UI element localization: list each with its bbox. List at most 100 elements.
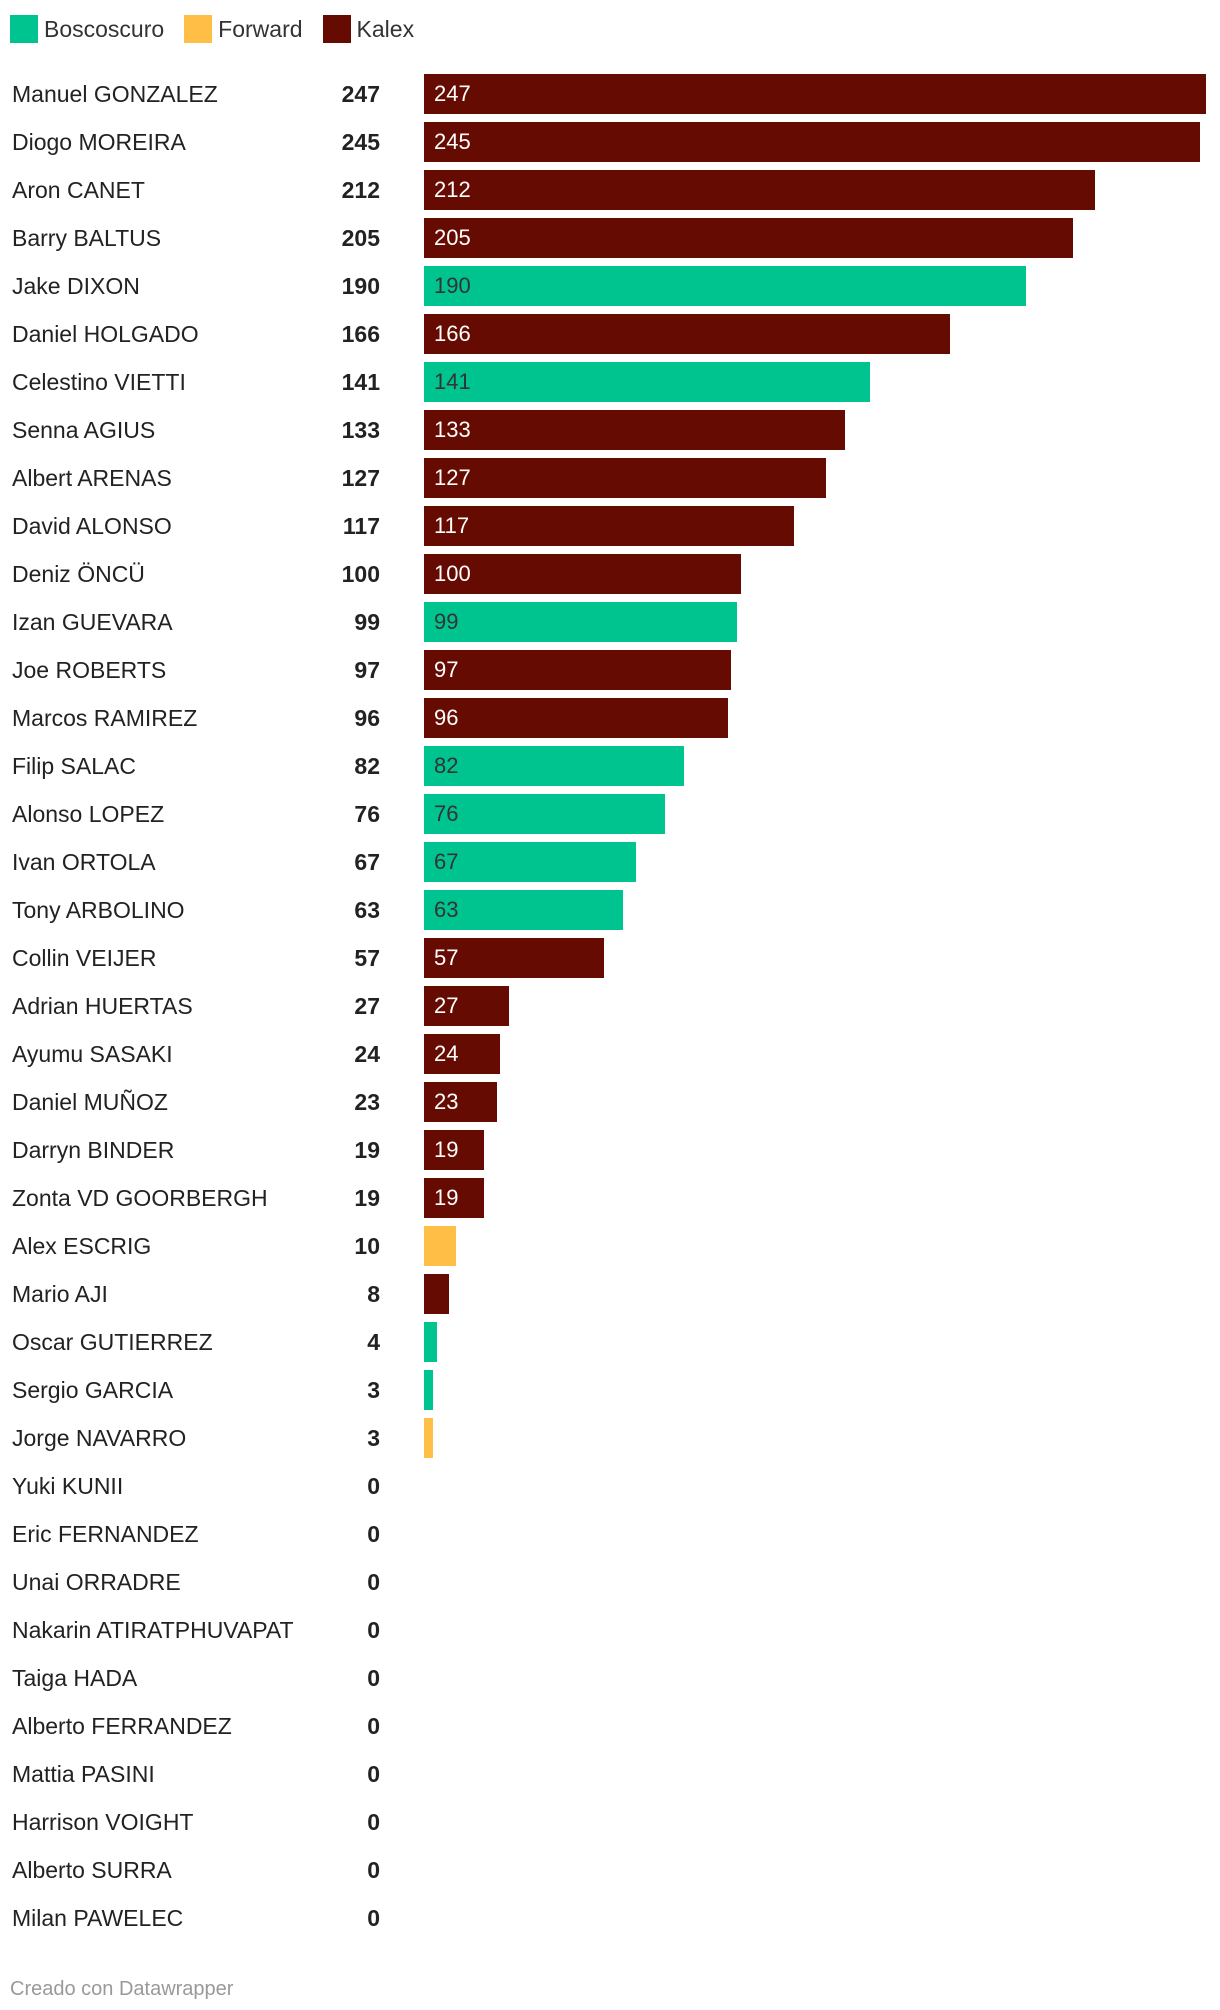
chart-row: Eric FERNANDEZ 0 <box>0 1510 1220 1558</box>
rider-name: Daniel HOLGADO <box>12 321 199 347</box>
rider-name: Diogo MOREIRA <box>12 129 186 155</box>
chart-row: Mattia PASINI 0 <box>0 1750 1220 1798</box>
rider-points: 24 <box>354 1041 380 1067</box>
bar-value-label: 97 <box>434 657 459 682</box>
bar-boscoscuro: 63 <box>424 890 624 930</box>
chart-row: Collin VEIJER 57 57 <box>0 934 1220 982</box>
chart-row: Darryn BINDER 19 19 <box>0 1126 1220 1174</box>
bar-value-label: 57 <box>434 945 459 970</box>
bar-value-label: 245 <box>434 129 471 154</box>
rider-name: Ayumu SASAKI <box>12 1041 173 1067</box>
bar-kalex: 19 <box>424 1130 485 1170</box>
bar-kalex: 212 <box>424 170 1096 210</box>
chart-row: Marcos RAMIREZ 96 96 <box>0 694 1220 742</box>
bar-value-label: 82 <box>434 753 459 778</box>
rider-name: Jorge NAVARRO <box>12 1425 187 1451</box>
bar-kalex: 166 <box>424 314 950 354</box>
bar-kalex: 100 <box>424 554 741 594</box>
bar-boscoscuro <box>424 1370 434 1410</box>
bar-value-label: 24 <box>434 1041 459 1066</box>
rider-name: Adrian HUERTAS <box>12 993 193 1019</box>
rider-points: 0 <box>367 1713 380 1739</box>
rider-points: 245 <box>341 129 380 155</box>
rider-points: 4 <box>367 1329 380 1355</box>
rider-points: 99 <box>354 609 380 635</box>
bar-kalex: 27 <box>424 986 510 1026</box>
bar-boscoscuro <box>424 1322 437 1362</box>
chart-row: Tony ARBOLINO 63 63 <box>0 886 1220 934</box>
chart-row: Nakarin ATIRATPHUVAPAT 0 <box>0 1606 1220 1654</box>
chart-row: Deniz ÖNCÜ 100 100 <box>0 550 1220 598</box>
bar-value-label: 76 <box>434 801 459 826</box>
bar-value-label: 127 <box>434 465 471 490</box>
rider-points: 27 <box>354 993 380 1019</box>
rider-name: Unai ORRADRE <box>12 1569 181 1595</box>
rider-name: Nakarin ATIRATPHUVAPAT <box>12 1617 294 1643</box>
rider-points: 127 <box>341 465 380 491</box>
bar-boscoscuro: 141 <box>424 362 871 402</box>
bar-value-label: 67 <box>434 849 459 874</box>
bar-value-label: 205 <box>434 225 471 250</box>
rider-points: 190 <box>341 273 380 299</box>
rider-points: 8 <box>367 1281 380 1307</box>
bar-kalex: 205 <box>424 218 1074 258</box>
chart-row: Filip SALAC 82 82 <box>0 742 1220 790</box>
chart-row: Jake DIXON 190 190 <box>0 262 1220 310</box>
rider-name: Sergio GARCIA <box>12 1377 174 1403</box>
bar-kalex: 133 <box>424 410 846 450</box>
chart-row: Senna AGIUS 133 133 <box>0 406 1220 454</box>
rider-points: 19 <box>354 1185 380 1211</box>
rider-name: Deniz ÖNCÜ <box>12 561 145 587</box>
rider-name: Alberto FERRANDEZ <box>12 1713 232 1739</box>
rider-name: Taiga HADA <box>12 1665 138 1691</box>
chart-row: Adrian HUERTAS 27 27 <box>0 982 1220 1030</box>
bar-kalex: 96 <box>424 698 728 738</box>
rider-points: 0 <box>367 1521 380 1547</box>
bar-value-label: 27 <box>434 993 459 1018</box>
rider-points: 0 <box>367 1761 380 1787</box>
bar-forward <box>424 1418 434 1458</box>
bar-boscoscuro: 67 <box>424 842 637 882</box>
chart-row: Mario AJI 8 <box>0 1270 1220 1318</box>
rider-points: 100 <box>341 561 380 587</box>
bar-kalex: 19 <box>424 1178 485 1218</box>
legend-swatch <box>322 15 351 43</box>
bar-value-label: 63 <box>434 897 459 922</box>
legend-item-forward: Forward <box>184 15 303 43</box>
bar-value-label: 23 <box>434 1089 459 1114</box>
rider-name: Celestino VIETTI <box>12 369 186 395</box>
rider-points: 19 <box>354 1137 380 1163</box>
bar-boscoscuro: 82 <box>424 746 684 786</box>
footer-credit: Creado con Datawrapper <box>10 1978 234 2000</box>
rider-name: Mattia PASINI <box>12 1761 155 1787</box>
rider-points: 63 <box>354 897 380 923</box>
rider-name: Barry BALTUS <box>12 225 162 251</box>
bar-value-label: 133 <box>434 417 471 442</box>
rider-name: Collin VEIJER <box>12 945 157 971</box>
bar-kalex: 97 <box>424 650 732 690</box>
chart-row: Ivan ORTOLA 67 67 <box>0 838 1220 886</box>
bar-forward <box>424 1226 456 1266</box>
rider-name: Jake DIXON <box>12 273 140 299</box>
rider-name: Eric FERNANDEZ <box>12 1521 199 1547</box>
chart-row: Unai ORRADRE 0 <box>0 1558 1220 1606</box>
rider-name: Darryn BINDER <box>12 1137 175 1163</box>
rider-points: 96 <box>354 705 380 731</box>
rider-name: David ALONSO <box>12 513 172 539</box>
rider-points: 57 <box>354 945 380 971</box>
legend-label: Kalex <box>356 15 415 42</box>
rider-points: 0 <box>367 1473 380 1499</box>
rider-points: 0 <box>367 1617 380 1643</box>
rider-name: Alex ESCRIG <box>12 1233 152 1259</box>
rider-points: 97 <box>354 657 380 683</box>
chart-row: Jorge NAVARRO 3 <box>0 1414 1220 1462</box>
chart-row: Alberto FERRANDEZ 0 <box>0 1702 1220 1750</box>
rider-points: 212 <box>341 177 380 203</box>
chart-row: Daniel MUÑOZ 23 23 <box>0 1078 1220 1126</box>
chart-row: Diogo MOREIRA 245 245 <box>0 118 1220 166</box>
rider-name: Marcos RAMIREZ <box>12 705 198 731</box>
chart-row: Yuki KUNII 0 <box>0 1462 1220 1510</box>
rider-name: Alberto SURRA <box>12 1857 172 1883</box>
rider-name: Mario AJI <box>12 1281 108 1307</box>
rider-name: Aron CANET <box>12 177 145 203</box>
